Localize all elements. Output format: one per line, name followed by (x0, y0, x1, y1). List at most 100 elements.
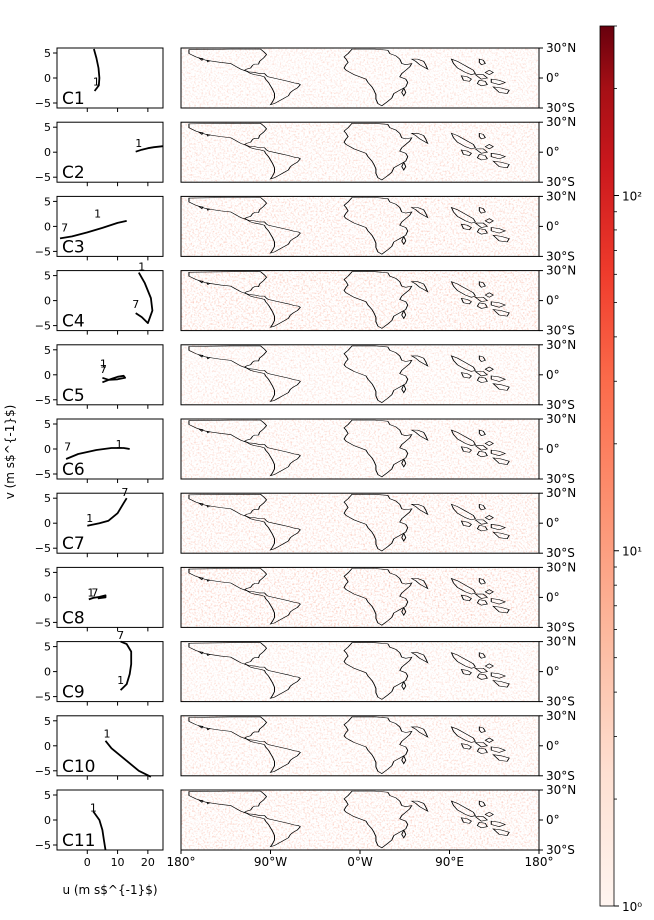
lat-tick-label: 30°S (546, 324, 575, 338)
cluster-row-c10: 5 0 −5 1 C10 30°N 0° 30°S (35, 709, 576, 783)
wind-profile-line (135, 272, 154, 324)
hodograph-panel: 5 0 −5 1 C2 (35, 121, 164, 187)
hodograph-frame (56, 566, 164, 628)
lat-tick-label: 30°N (546, 709, 576, 723)
y-tick-label: 0 (44, 591, 51, 604)
y-axis-label: v (m s$^{-1}$) (3, 405, 17, 500)
profile-level-label: 7 (61, 221, 68, 234)
wind-profile-line (93, 48, 101, 92)
lat-tick-label: 30°S (546, 175, 575, 189)
y-tick-label: −5 (35, 320, 51, 333)
wind-profile-line (135, 145, 164, 153)
y-tick-label: 5 (44, 418, 51, 431)
y-tick-label: −5 (35, 616, 51, 629)
hodograph-panel: 5 0 −5 1 C1 (35, 47, 164, 112)
lat-tick-label: 30°S (546, 101, 575, 115)
profile-level-label: 1 (135, 137, 142, 150)
lon-tick-label: 180° (525, 855, 554, 869)
cluster-row-c3: 5 0 −5 7 1 C3 30°N 0° 30°S (35, 189, 576, 263)
cluster-name-label: C10 (62, 757, 96, 777)
profile-level-label: 1 (116, 438, 123, 451)
y-tick-label: 0 (44, 740, 51, 753)
cluster-name-label: C3 (62, 237, 85, 257)
y-tick-label: −5 (35, 394, 51, 407)
profile-level-label: 1 (100, 357, 107, 370)
lat-tick-label: 0° (546, 813, 560, 827)
hodograph-frame (56, 641, 164, 703)
lon-tick-label: 0°W (347, 855, 373, 869)
lat-tick-label: 30°N (546, 115, 576, 129)
cluster-name-label: C1 (62, 89, 85, 109)
cluster-name-label: C6 (62, 460, 85, 480)
lat-tick-label: 30°N (546, 486, 576, 500)
y-tick-label: −5 (35, 765, 51, 778)
profile-level-label: 7 (117, 629, 124, 642)
y-tick-label: −5 (35, 245, 51, 258)
hodograph-frame (56, 344, 164, 406)
profile-level-label: 7 (91, 586, 98, 599)
profile-level-label: 1 (103, 727, 110, 740)
cluster-row-c6: 5 0 −5 7 1 C6 30°N 0° 30°S (35, 412, 576, 486)
frequency-shading (181, 567, 539, 628)
x-tick-label: 10 (111, 856, 125, 869)
cluster-name-label: C9 (62, 683, 85, 703)
colorbar-tick-label: 10¹ (622, 545, 642, 559)
y-tick-label: 0 (44, 295, 51, 308)
frequency-shading (181, 790, 539, 850)
colorbar: 10⁰ 10¹ 10² (599, 25, 642, 914)
profile-level-label: 1 (86, 512, 93, 525)
wind-profile-line (119, 640, 133, 691)
frequency-map-panel: 30°N 0° 30°S (180, 635, 576, 709)
lat-tick-label: 30°S (546, 546, 575, 560)
y-tick-label: −5 (35, 542, 51, 555)
y-tick-label: 0 (44, 146, 51, 159)
colorbar-tick-label: 10⁰ (622, 900, 642, 914)
lat-tick-label: 30°N (546, 41, 576, 55)
lat-tick-label: 0° (546, 442, 560, 456)
hodograph-panel: 5 0 −5 1 7 C9 (35, 629, 164, 706)
lat-tick-label: 0° (546, 219, 560, 233)
cluster-name-label: C8 (62, 608, 85, 628)
frequency-map-panel: 30°N 0° 30°S (180, 412, 576, 486)
lat-tick-label: 30°N (546, 264, 576, 278)
hodograph-panel: 5 0 −5 0 10 20 1 C11 (35, 789, 164, 869)
lat-tick-label: 30°N (546, 560, 576, 574)
wind-profile-line (88, 594, 107, 601)
frequency-shading (181, 344, 539, 405)
lat-tick-label: 0° (546, 71, 560, 85)
lat-tick-label: 30°S (546, 398, 575, 412)
y-tick-label: 5 (44, 566, 51, 579)
y-tick-label: 0 (44, 814, 51, 827)
colorbar-ticks: 10⁰ 10¹ 10² (614, 25, 642, 914)
frequency-shading (181, 270, 539, 331)
frequency-map-panel: 30°N 0° 30°S (180, 264, 576, 338)
profile-level-label: 7 (100, 363, 107, 376)
lat-tick-label: 30°N (546, 189, 576, 203)
profile-level-label: 1 (90, 802, 97, 815)
frequency-shading (181, 419, 539, 479)
frequency-map-panel: 30°N 0° 30°S (180, 709, 576, 783)
wind-profile-line (92, 810, 107, 851)
wind-profile-line (104, 740, 152, 778)
profile-level-label: 1 (94, 207, 101, 220)
frequency-map-panel: 30°N 0° 30°S (180, 41, 576, 115)
frequency-shading (181, 493, 539, 554)
hodograph-frame (56, 789, 164, 851)
lat-tick-label: 30°S (546, 472, 575, 486)
hodograph-panel: 5 0 −5 7 1 C6 (35, 418, 164, 483)
lat-tick-label: 0° (546, 739, 560, 753)
lat-tick-label: 0° (546, 516, 560, 530)
hodograph-frame (56, 492, 164, 554)
frequency-map-panel: 30°N 0° 30°S (180, 560, 576, 634)
y-tick-label: −5 (35, 839, 51, 852)
lat-tick-label: 30°N (546, 338, 576, 352)
y-tick-label: 0 (44, 220, 51, 233)
frequency-shading (181, 122, 539, 183)
hodograph-frame (56, 195, 164, 257)
lat-tick-label: 30°S (546, 249, 575, 263)
hodograph-panel: 5 0 −5 1 7 C4 (35, 261, 164, 335)
y-tick-label: 5 (44, 641, 51, 654)
